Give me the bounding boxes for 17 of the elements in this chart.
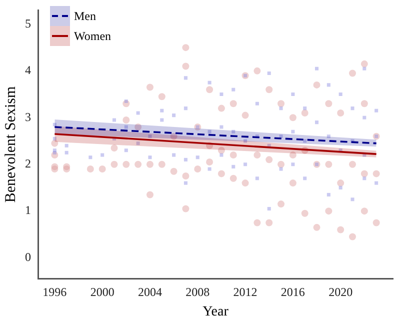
y-tick-label: 3 bbox=[25, 110, 31, 124]
x-tick-label: 2020 bbox=[328, 285, 353, 300]
legend-label: Women bbox=[74, 28, 112, 44]
y-tick-label: 4 bbox=[25, 63, 31, 78]
x-tick-label: 2004 bbox=[138, 285, 162, 300]
x-tick-label: 1996 bbox=[42, 285, 67, 300]
x-axis-title: Year bbox=[202, 304, 229, 320]
x-tick-label: 2008 bbox=[186, 285, 210, 300]
legend-label: Men bbox=[74, 8, 96, 24]
y-tick-label: 0 bbox=[25, 250, 31, 264]
x-tick-label: 2016 bbox=[280, 285, 305, 300]
x-tick-label: 2000 bbox=[90, 285, 114, 300]
x-tick-label: 2012 bbox=[233, 285, 258, 300]
y-tick-label: 2 bbox=[25, 156, 31, 171]
y-axis-title: Benevolent Sexism bbox=[2, 86, 19, 203]
y-tick-label: 1 bbox=[25, 203, 31, 218]
y-tick-label: 5 bbox=[25, 16, 31, 30]
